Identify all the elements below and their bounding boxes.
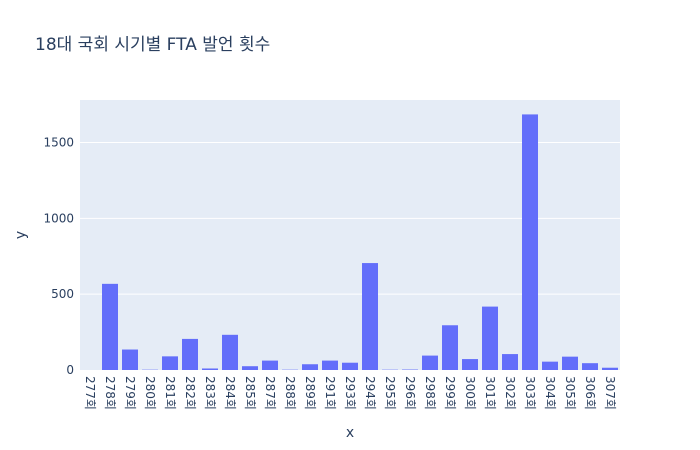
y-tick-labels: 0 500 1000 1500 xyxy=(43,135,74,377)
x-tick-label: 289회 xyxy=(303,376,317,410)
bar[interactable] xyxy=(362,263,378,370)
bar[interactable] xyxy=(522,114,538,370)
x-tick-labels: 277회 278회 279회 280회 281회 282회 283회 284회 285회 287회… xyxy=(83,376,617,410)
x-tick-label: 294회 xyxy=(363,376,377,410)
x-tick-label: 284회 xyxy=(223,376,237,410)
bar[interactable] xyxy=(562,356,578,370)
x-axis-label: x xyxy=(346,425,354,441)
bar[interactable] xyxy=(222,334,238,370)
x-tick-label: 300회 xyxy=(463,376,477,410)
x-tick-label: 291회 xyxy=(323,376,337,410)
bar[interactable] xyxy=(162,356,178,370)
bar[interactable] xyxy=(602,367,618,370)
plot-area xyxy=(80,100,620,370)
x-tick-label: 287회 xyxy=(263,376,277,410)
x-tick-label: 302회 xyxy=(503,376,517,410)
x-tick-label: 307회 xyxy=(603,376,617,410)
bar[interactable] xyxy=(482,306,498,370)
bar[interactable] xyxy=(502,354,518,370)
x-tick-label: 288회 xyxy=(283,376,297,410)
x-tick-label: 283회 xyxy=(203,376,217,410)
x-tick-label: 301회 xyxy=(483,376,497,410)
x-tick-label: 304회 xyxy=(543,376,557,410)
bar[interactable] xyxy=(102,283,118,370)
x-tick-label: 299회 xyxy=(443,376,457,410)
bar[interactable] xyxy=(582,363,598,370)
x-tick-label: 306회 xyxy=(583,376,597,410)
y-tick-label: 1000 xyxy=(43,211,74,225)
y-tick-label: 500 xyxy=(51,287,74,301)
y-tick-label: 0 xyxy=(66,363,74,377)
x-tick-label: 293회 xyxy=(343,376,357,410)
x-tick-label: 298회 xyxy=(423,376,437,410)
bar[interactable] xyxy=(342,362,358,370)
bars xyxy=(102,114,618,370)
y-tick-label: 1500 xyxy=(43,135,74,149)
x-tick-label: 280회 xyxy=(143,376,157,410)
x-tick-label: 295회 xyxy=(383,376,397,410)
chart-title: 18대 국회 시기별 FTA 발언 횟수 xyxy=(35,35,270,55)
bar[interactable] xyxy=(302,364,318,370)
bar[interactable] xyxy=(242,366,258,370)
bar[interactable] xyxy=(462,359,478,370)
x-tick-label: 285회 xyxy=(243,376,257,410)
x-tick-label: 279회 xyxy=(123,376,137,410)
bar[interactable] xyxy=(202,368,218,370)
bar[interactable] xyxy=(122,349,138,370)
bar[interactable] xyxy=(542,361,558,370)
x-tick-label: 305회 xyxy=(563,376,577,410)
x-tick-label: 278회 xyxy=(103,376,117,410)
x-tick-label: 277회 xyxy=(83,376,97,410)
x-tick-label: 303회 xyxy=(523,376,537,410)
y-axis-label: y xyxy=(13,231,29,239)
bar[interactable] xyxy=(442,325,458,370)
bar[interactable] xyxy=(182,338,198,370)
bar[interactable] xyxy=(322,360,338,370)
x-tick-label: 296회 xyxy=(403,376,417,410)
x-tick-label: 281회 xyxy=(163,376,177,410)
x-tick-label: 282회 xyxy=(183,376,197,410)
bar[interactable] xyxy=(422,355,438,370)
bar[interactable] xyxy=(262,360,278,370)
